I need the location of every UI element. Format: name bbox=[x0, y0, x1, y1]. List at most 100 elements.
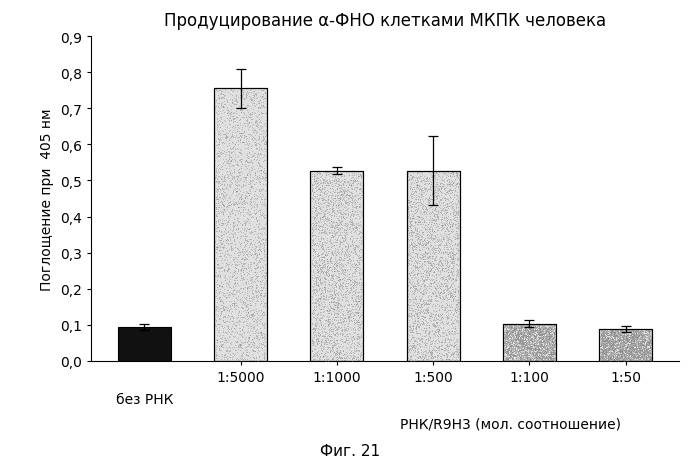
Point bbox=[643, 357, 654, 364]
Point bbox=[520, 353, 531, 361]
Point bbox=[452, 266, 463, 274]
Point bbox=[526, 329, 538, 337]
Point bbox=[246, 164, 258, 172]
Point bbox=[518, 350, 529, 357]
Point bbox=[512, 330, 523, 338]
Point bbox=[223, 111, 235, 118]
Point bbox=[221, 286, 232, 294]
Point bbox=[440, 356, 452, 363]
Point bbox=[616, 351, 627, 358]
Point bbox=[332, 282, 343, 289]
Point bbox=[347, 296, 358, 304]
Point bbox=[230, 346, 241, 354]
Point bbox=[501, 321, 512, 329]
Point bbox=[421, 205, 432, 213]
Point bbox=[349, 311, 360, 319]
Point bbox=[626, 353, 638, 361]
Point bbox=[316, 216, 328, 224]
Point bbox=[604, 338, 615, 346]
Point bbox=[251, 218, 262, 225]
Point bbox=[432, 213, 443, 220]
Point bbox=[636, 333, 647, 341]
Point bbox=[407, 308, 419, 315]
Point bbox=[630, 333, 641, 341]
Point bbox=[443, 181, 454, 188]
Point bbox=[512, 347, 524, 355]
Point bbox=[424, 312, 435, 319]
Point bbox=[630, 342, 641, 350]
Point bbox=[405, 310, 416, 317]
Point bbox=[212, 312, 223, 319]
Point bbox=[224, 156, 235, 163]
Point bbox=[428, 196, 440, 204]
Point bbox=[409, 275, 420, 282]
Point bbox=[316, 197, 328, 205]
Point bbox=[318, 248, 330, 255]
Point bbox=[313, 196, 324, 203]
Point bbox=[609, 326, 620, 334]
Point bbox=[428, 235, 439, 243]
Point bbox=[335, 275, 346, 283]
Point bbox=[519, 321, 531, 328]
Point bbox=[436, 314, 447, 321]
Point bbox=[641, 350, 652, 357]
Point bbox=[318, 270, 329, 278]
Point bbox=[602, 345, 613, 352]
Point bbox=[404, 269, 415, 277]
Point bbox=[619, 329, 630, 337]
Point bbox=[543, 351, 554, 359]
Point bbox=[252, 329, 263, 336]
Point bbox=[320, 168, 331, 175]
Point bbox=[616, 353, 627, 360]
Point bbox=[531, 343, 542, 350]
Point bbox=[332, 217, 343, 225]
Point bbox=[335, 195, 346, 203]
Point bbox=[410, 292, 421, 300]
Point bbox=[596, 345, 607, 352]
Point bbox=[218, 266, 230, 273]
Point bbox=[326, 224, 337, 231]
Point bbox=[410, 307, 421, 315]
Point bbox=[320, 181, 331, 189]
Point bbox=[232, 338, 243, 345]
Point bbox=[211, 175, 223, 183]
Point bbox=[618, 332, 629, 339]
Point bbox=[602, 336, 613, 343]
Point bbox=[428, 276, 439, 283]
Point bbox=[610, 329, 621, 337]
Point bbox=[512, 331, 523, 338]
Point bbox=[310, 299, 321, 307]
Point bbox=[634, 332, 645, 339]
Point bbox=[517, 325, 528, 332]
Point bbox=[519, 338, 530, 346]
Point bbox=[238, 257, 249, 264]
Point bbox=[526, 343, 538, 350]
Point bbox=[406, 242, 417, 250]
Point bbox=[531, 332, 542, 340]
Point bbox=[414, 337, 426, 344]
Point bbox=[644, 350, 655, 357]
Point bbox=[223, 318, 235, 325]
Point bbox=[624, 355, 635, 363]
Point bbox=[537, 337, 548, 344]
Point bbox=[512, 326, 523, 334]
Point bbox=[334, 297, 345, 304]
Point bbox=[312, 351, 323, 359]
Point bbox=[631, 333, 643, 340]
Point bbox=[341, 291, 352, 298]
Point bbox=[329, 265, 340, 272]
Point bbox=[451, 232, 462, 239]
Point bbox=[622, 354, 633, 361]
Point bbox=[516, 322, 527, 329]
Point bbox=[426, 280, 437, 287]
Point bbox=[533, 325, 544, 332]
Point bbox=[251, 260, 262, 268]
Point bbox=[633, 355, 644, 363]
Point bbox=[443, 220, 454, 227]
Point bbox=[334, 342, 345, 350]
Point bbox=[332, 227, 344, 235]
Point bbox=[510, 323, 522, 330]
Point bbox=[405, 218, 416, 225]
Point bbox=[644, 346, 655, 353]
Point bbox=[512, 322, 524, 330]
